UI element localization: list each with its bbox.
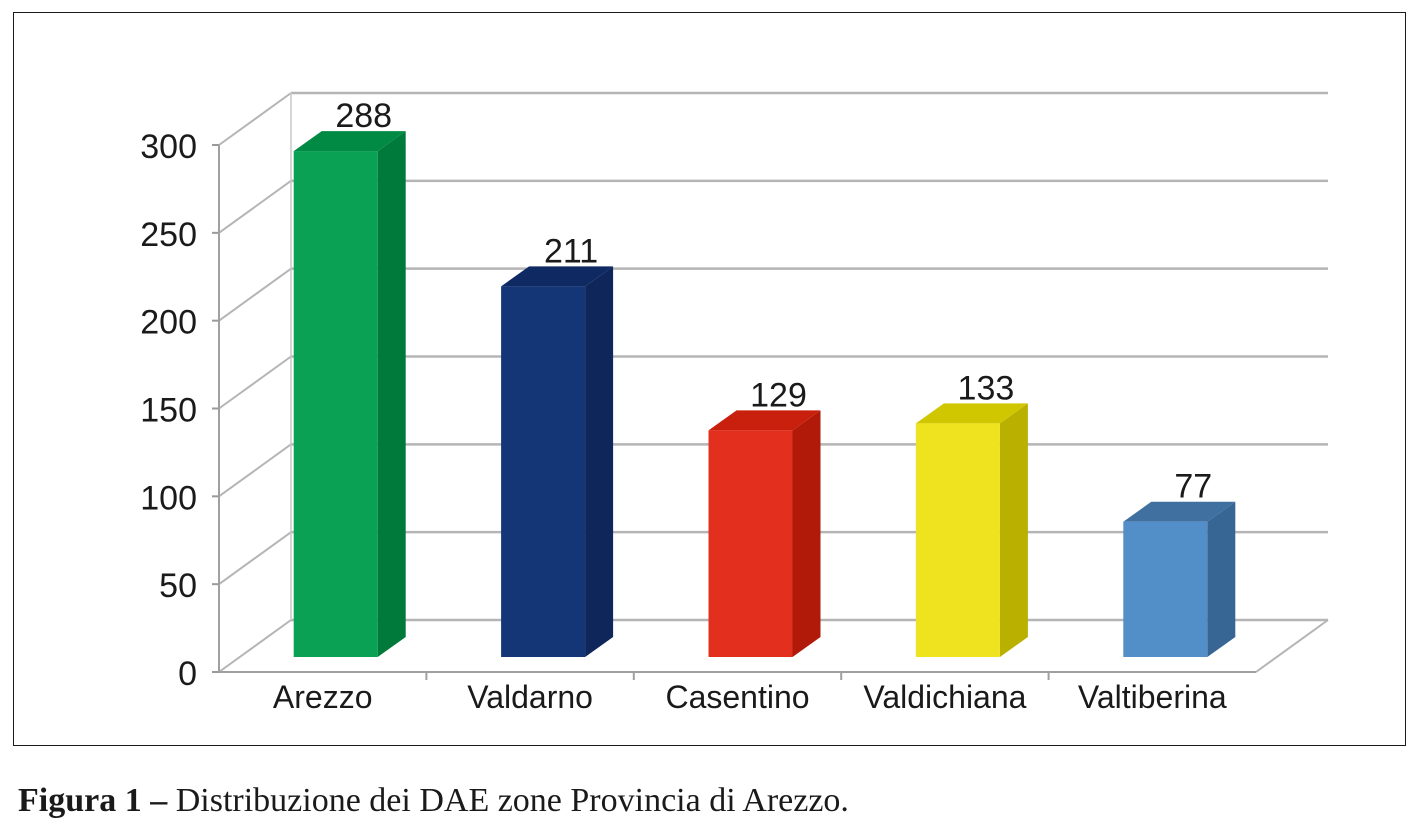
wall-diagonal-250 <box>218 180 292 234</box>
bar-side-arezzo <box>377 131 406 657</box>
data-label-valdarno: 211 <box>544 232 598 270</box>
y-tick-label-100: 100 <box>140 479 197 517</box>
bar-top-valtiberina <box>1123 501 1236 522</box>
wall-diagonal-0 <box>218 619 292 673</box>
data-label-casentino: 129 <box>750 376 807 414</box>
bar-front-arezzo <box>293 151 378 657</box>
x-tick-label-arezzo: Arezzo <box>273 679 373 715</box>
data-label-valdichiana: 133 <box>958 369 1015 407</box>
bar-layer <box>293 131 1236 657</box>
axis-layer <box>212 144 1256 680</box>
data-label-valtiberina: 77 <box>1174 468 1212 506</box>
figure-caption: Figura 1 – Distribuzione dei DAE zone Pr… <box>18 782 849 820</box>
bar-front-valdichiana <box>915 423 1000 657</box>
grid-layer <box>218 91 1329 673</box>
bar-top-arezzo <box>293 131 406 152</box>
wall-diagonal-150 <box>218 355 292 410</box>
wall-diagonal-200 <box>218 267 292 322</box>
x-tick-label-valdarno: Valdarno <box>467 679 593 715</box>
bar-chart: 0 50 100 150 200 250 300 288 Arezzo 211 Valdarno 12… <box>140 91 1329 715</box>
bar-side-valtiberina <box>1207 501 1236 657</box>
bar-side-casentino <box>792 410 821 657</box>
y-tick-label-150: 150 <box>140 392 197 430</box>
bar-top-valdichiana <box>915 403 1028 424</box>
y-tick-label-0: 0 <box>178 655 197 693</box>
bar-front-valtiberina <box>1123 521 1208 657</box>
bar-valdichiana <box>915 403 1028 657</box>
x-tick-label-valdichiana: Valdichiana <box>863 679 1026 715</box>
bar-valdarno <box>501 266 614 657</box>
floor-right-edge <box>1255 619 1329 673</box>
data-label-arezzo: 288 <box>335 97 392 135</box>
caption-text: Distribuzione dei DAE zone Provincia di … <box>167 782 849 819</box>
wall-diagonal-50 <box>218 531 292 585</box>
bar-valtiberina <box>1123 501 1236 657</box>
bar-arezzo <box>293 131 406 657</box>
y-tick-label-50: 50 <box>159 567 197 605</box>
bar-front-casentino <box>708 430 793 657</box>
bar-front-valdarno <box>501 286 586 657</box>
bar-side-valdichiana <box>999 403 1028 657</box>
x-tick-label-valtiberina: Valtiberina <box>1078 679 1227 715</box>
wall-diagonal-100 <box>218 443 292 498</box>
bar-casentino <box>708 410 821 657</box>
y-tick-label-250: 250 <box>140 216 197 254</box>
wall-diagonal-300 <box>218 92 292 146</box>
label-layer: 0 50 100 150 200 250 300 288 Arezzo 211 Valdarno 12… <box>140 97 1227 715</box>
bar-side-valdarno <box>585 266 614 657</box>
caption-prefix: Figura 1 – <box>18 782 168 819</box>
bar-top-casentino <box>708 410 821 431</box>
y-tick-label-200: 200 <box>140 304 197 342</box>
bar-top-valdarno <box>501 266 614 287</box>
x-tick-label-casentino: Casentino <box>665 679 809 715</box>
y-tick-label-300: 300 <box>140 128 197 166</box>
